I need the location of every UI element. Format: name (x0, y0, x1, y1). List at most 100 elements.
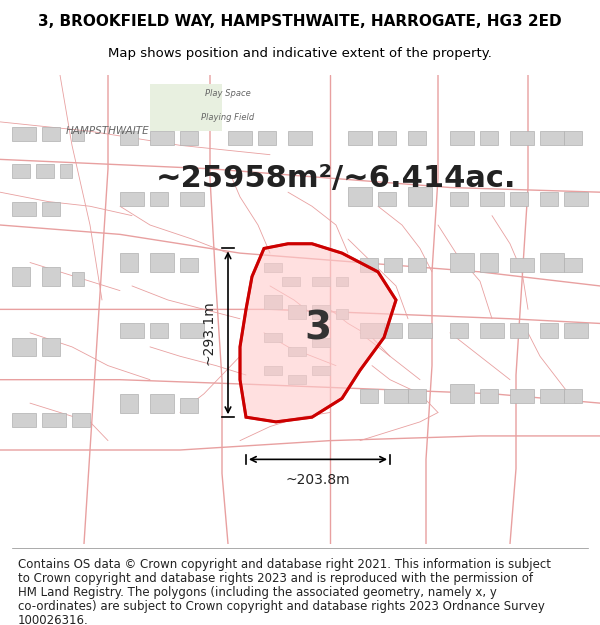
Bar (258, 131, 276, 145)
Bar (480, 324, 504, 338)
Bar (480, 192, 504, 206)
Bar (384, 389, 408, 403)
Bar (564, 258, 582, 272)
Bar (510, 324, 528, 338)
Bar (378, 131, 396, 145)
Bar (180, 192, 204, 206)
Bar (564, 324, 588, 338)
Polygon shape (240, 244, 396, 422)
Bar (564, 389, 582, 403)
Bar (540, 389, 564, 403)
Bar (378, 192, 396, 206)
Bar (336, 276, 348, 286)
Text: ~293.1m: ~293.1m (202, 301, 216, 365)
Bar (540, 192, 558, 206)
Bar (312, 276, 330, 286)
Bar (42, 201, 60, 216)
Bar (180, 399, 198, 412)
Bar (348, 188, 372, 206)
Bar (12, 412, 36, 426)
Bar (60, 164, 72, 178)
Bar (150, 394, 174, 412)
Bar (180, 324, 204, 338)
Text: Playing Field: Playing Field (202, 112, 254, 122)
Bar (120, 394, 138, 412)
Bar (42, 268, 60, 286)
Bar (510, 389, 534, 403)
Bar (72, 131, 84, 141)
Bar (12, 201, 36, 216)
Bar (336, 309, 348, 319)
Bar (150, 324, 168, 338)
Bar (408, 324, 432, 338)
Text: ~25958m²/~6.414ac.: ~25958m²/~6.414ac. (156, 164, 516, 192)
Bar (12, 164, 30, 178)
Bar (480, 131, 498, 145)
Bar (348, 131, 372, 145)
Text: 3: 3 (304, 309, 332, 347)
Bar (312, 366, 330, 375)
Bar (564, 131, 582, 145)
Bar (42, 412, 66, 426)
Bar (360, 258, 378, 272)
Bar (480, 389, 498, 403)
Bar (12, 126, 36, 141)
Bar (228, 131, 252, 145)
Bar (264, 332, 282, 342)
Bar (150, 131, 174, 145)
Bar (510, 258, 534, 272)
Bar (42, 126, 60, 141)
Bar (264, 262, 282, 272)
Bar (564, 192, 588, 206)
Bar (12, 268, 30, 286)
Bar (180, 258, 198, 272)
Bar (540, 324, 558, 338)
Bar (288, 347, 306, 356)
Bar (264, 295, 282, 309)
Text: Play Space: Play Space (205, 89, 251, 98)
Text: 100026316.: 100026316. (18, 614, 89, 625)
Bar (510, 131, 534, 145)
Bar (288, 375, 306, 384)
Text: to Crown copyright and database rights 2023 and is reproduced with the permissio: to Crown copyright and database rights 2… (18, 572, 533, 585)
Bar (384, 324, 402, 338)
Text: ~203.8m: ~203.8m (286, 474, 350, 488)
Bar (72, 272, 84, 286)
Bar (450, 324, 468, 338)
Bar (42, 338, 60, 356)
Bar (450, 131, 474, 145)
Bar (288, 131, 312, 145)
Bar (540, 131, 564, 145)
Text: Map shows position and indicative extent of the property.: Map shows position and indicative extent… (108, 48, 492, 61)
Text: Contains OS data © Crown copyright and database right 2021. This information is : Contains OS data © Crown copyright and d… (18, 558, 551, 571)
Bar (150, 192, 168, 206)
Bar (360, 389, 378, 403)
Text: HM Land Registry. The polygons (including the associated geometry, namely x, y: HM Land Registry. The polygons (includin… (18, 586, 497, 599)
Bar (120, 253, 138, 272)
Bar (408, 258, 426, 272)
Text: co-ordinates) are subject to Crown copyright and database rights 2023 Ordnance S: co-ordinates) are subject to Crown copyr… (18, 600, 545, 612)
Bar (408, 188, 432, 206)
Text: HAMPSTHWAITE: HAMPSTHWAITE (66, 126, 150, 136)
Bar (180, 131, 198, 145)
Bar (72, 412, 90, 426)
Bar (408, 389, 426, 403)
Bar (36, 164, 54, 178)
Text: 3, BROOKFIELD WAY, HAMPSTHWAITE, HARROGATE, HG3 2ED: 3, BROOKFIELD WAY, HAMPSTHWAITE, HARROGA… (38, 14, 562, 29)
Bar (480, 253, 498, 272)
Bar (282, 276, 300, 286)
Bar (384, 258, 402, 272)
Bar (12, 338, 36, 356)
Bar (408, 131, 426, 145)
Bar (150, 84, 222, 131)
Bar (450, 253, 474, 272)
Bar (264, 366, 282, 375)
Bar (120, 192, 144, 206)
Bar (312, 304, 330, 319)
Bar (360, 324, 384, 338)
Bar (288, 304, 306, 319)
Bar (450, 384, 474, 403)
Bar (120, 131, 138, 145)
Bar (540, 253, 564, 272)
Bar (450, 192, 468, 206)
